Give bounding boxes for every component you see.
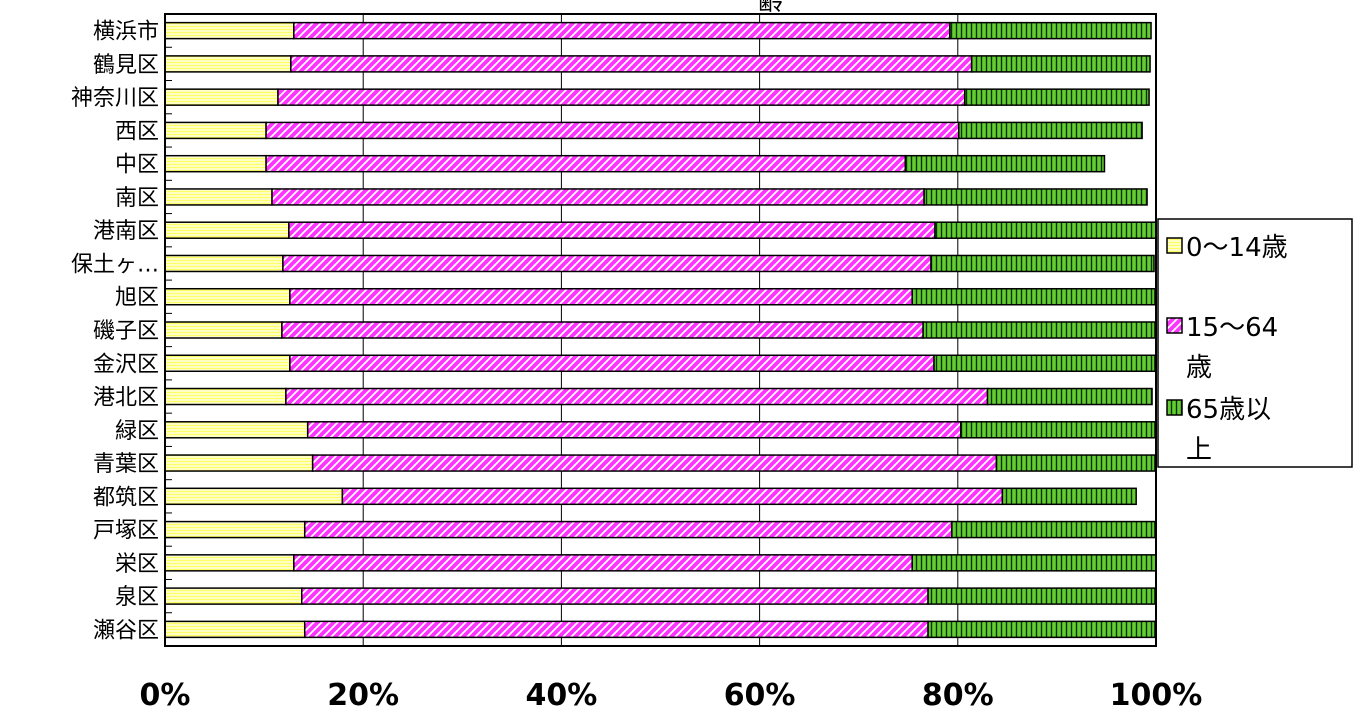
category-label-11: 港北区 [93, 386, 159, 411]
bar-age-65-plus-11 [986, 387, 1153, 406]
bar-age-15-64-15 [303, 520, 953, 539]
bar-age-65-plus-6 [934, 221, 1157, 239]
category-label-8: 旭区 [115, 286, 159, 311]
bar-age-15-64-18 [303, 620, 929, 639]
bar-age-0-14-1 [164, 55, 292, 73]
bar-age-0-14-15 [164, 520, 306, 539]
chart-title: 齢 [758, 0, 784, 17]
bar-age-65-plus-7 [930, 254, 1155, 273]
legend-label-age-15-64: 15～64 歳 [1186, 313, 1278, 383]
bar-age-15-64-13 [311, 454, 998, 472]
x-tick-label-4: 80% [922, 678, 994, 713]
bar-age-15-64-11 [285, 387, 989, 406]
category-label-4: 中区 [115, 153, 159, 178]
bar-age-15-64-16 [293, 554, 913, 572]
category-label-17: 泉区 [115, 585, 159, 610]
bar-age-15-64-10 [289, 354, 935, 373]
bar-age-65-plus-8 [911, 287, 1156, 306]
bar-age-15-64-14 [341, 487, 1004, 506]
bar-age-65-plus-1 [970, 55, 1151, 73]
bar-age-0-14-6 [164, 221, 290, 239]
bar-age-0-14-17 [164, 587, 303, 605]
x-tick-label-0: 0% [140, 678, 191, 713]
legend-swatch-age-15-64 [1166, 317, 1183, 334]
bar-age-65-plus-4 [904, 154, 1106, 173]
category-label-0: 横浜市 [93, 20, 159, 45]
bar-age-65-plus-15 [951, 520, 1156, 539]
x-tick-label-2: 40% [525, 678, 597, 713]
bar-age-0-14-16 [164, 554, 295, 572]
bar-age-15-64-8 [289, 287, 913, 306]
bar-age-15-64-3 [265, 121, 960, 140]
bar-age-0-14-4 [164, 154, 267, 173]
bar-age-65-plus-16 [911, 554, 1157, 572]
bar-age-0-14-12 [164, 421, 309, 439]
bar-age-0-14-3 [164, 121, 267, 140]
category-label-9: 磯子区 [93, 319, 159, 344]
bar-age-65-plus-18 [927, 620, 1156, 639]
bar-age-65-plus-3 [958, 121, 1143, 140]
category-label-2: 神奈川区 [71, 86, 159, 111]
bar-age-15-64-1 [290, 55, 973, 73]
bar-age-65-plus-5 [923, 188, 1148, 206]
bar-age-65-plus-10 [933, 354, 1156, 373]
x-tick-label-5: 100% [1110, 678, 1203, 713]
category-label-16: 栄区 [115, 552, 159, 577]
bar-age-15-64-4 [265, 154, 907, 173]
bar-age-15-64-2 [277, 88, 966, 106]
bar-age-0-14-7 [164, 254, 284, 273]
bar-age-65-plus-12 [960, 421, 1156, 439]
bar-age-15-64-0 [293, 21, 951, 40]
bar-age-0-14-9 [164, 321, 283, 339]
legend-swatch-age-65-plus [1166, 399, 1183, 416]
bar-age-15-64-12 [306, 421, 962, 439]
bar-age-0-14-8 [164, 287, 291, 306]
bar-age-15-64-7 [282, 254, 932, 273]
bar-age-65-plus-17 [927, 587, 1156, 605]
legend-label-age-65-plus: 65歳以上 [1186, 395, 1271, 465]
bar-age-15-64-6 [288, 221, 936, 239]
bar-age-15-64-17 [301, 587, 929, 605]
bar-age-0-14-13 [164, 454, 314, 472]
bar-age-0-14-11 [164, 387, 287, 406]
bar-age-0-14-10 [164, 354, 291, 373]
category-label-3: 西区 [115, 119, 159, 144]
x-tick-label-3: 60% [724, 678, 796, 713]
category-label-14: 都筑区 [93, 485, 159, 510]
bar-age-15-64-9 [281, 321, 924, 339]
plot-frame [164, 13, 1157, 647]
bar-age-0-14-18 [164, 620, 306, 639]
bar-age-0-14-0 [164, 21, 295, 40]
category-label-1: 鶴見区 [93, 53, 159, 78]
bar-age-0-14-5 [164, 188, 273, 206]
category-label-5: 南区 [115, 186, 159, 211]
category-label-18: 瀬谷区 [93, 618, 159, 643]
category-label-12: 緑区 [115, 419, 159, 444]
category-label-10: 金沢区 [93, 352, 159, 377]
bar-age-0-14-2 [164, 88, 279, 106]
category-label-13: 青葉区 [93, 452, 159, 477]
x-tick-label-1: 20% [327, 678, 399, 713]
legend-label-age-0-14: 0～14歳 [1186, 233, 1288, 263]
bar-age-15-64-5 [271, 188, 925, 206]
bar-age-65-plus-9 [922, 321, 1156, 339]
bar-age-0-14-14 [164, 487, 344, 506]
bar-age-65-plus-0 [949, 21, 1152, 40]
category-label-7: 保土ヶ… [71, 252, 159, 277]
category-label-15: 戸塚区 [93, 519, 159, 544]
bar-age-65-plus-14 [1001, 487, 1137, 506]
legend-swatch-age-0-14 [1166, 237, 1183, 254]
category-label-6: 港南区 [93, 219, 159, 244]
bar-age-65-plus-13 [995, 454, 1156, 472]
legend-box [1157, 218, 1353, 468]
bar-age-65-plus-2 [963, 88, 1150, 106]
